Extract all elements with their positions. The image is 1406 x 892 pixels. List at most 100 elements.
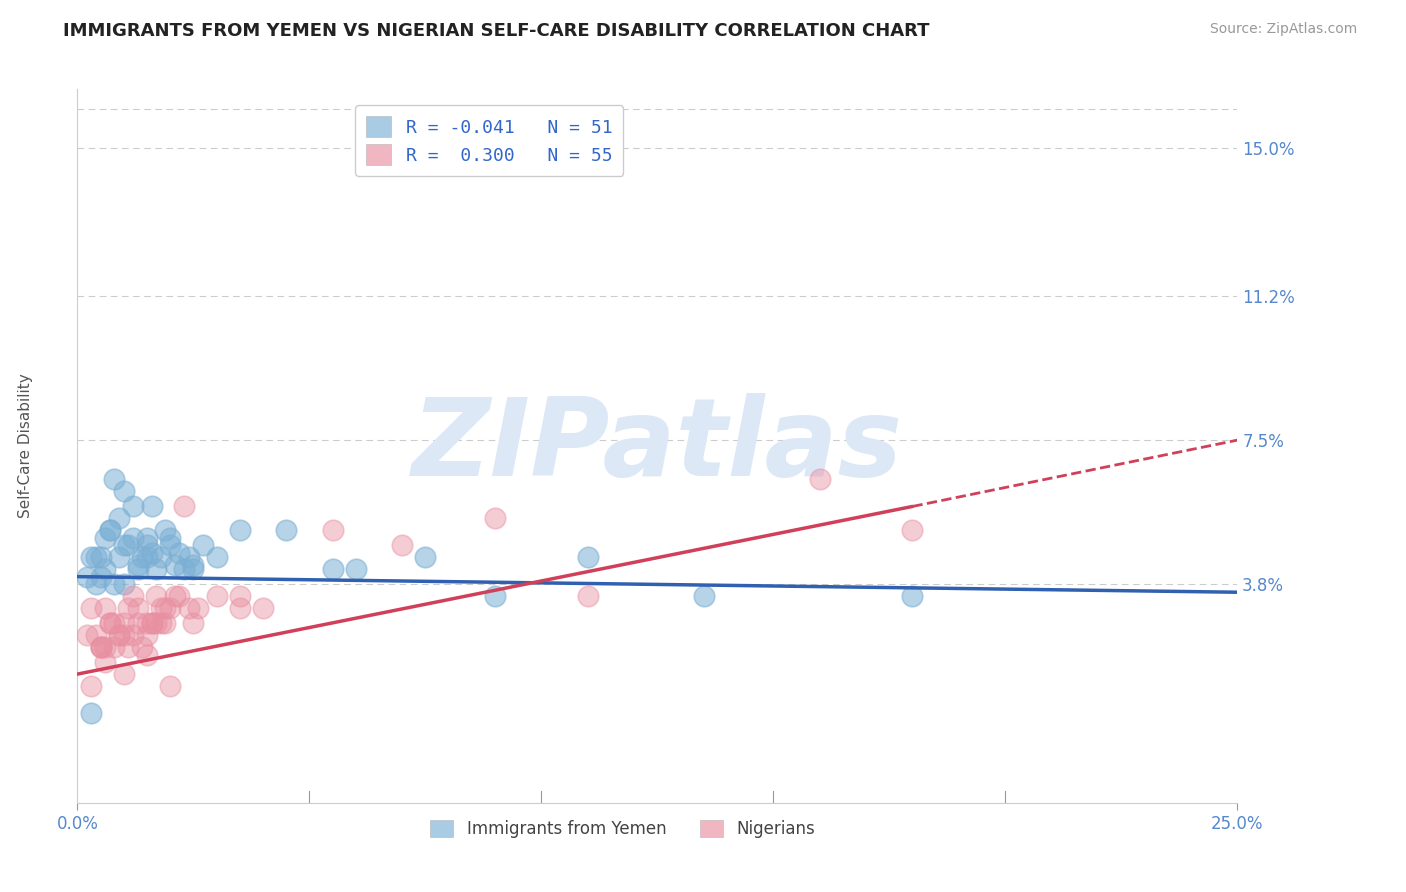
Point [108,628,131,642]
Point [122,500,145,514]
Point [484,589,506,603]
Point [127,600,149,615]
Point [159,538,181,552]
Point [108,511,131,525]
Point [94,600,117,615]
Point [159,679,181,693]
Point [122,628,145,642]
Point [276,523,298,537]
Text: Source: ZipAtlas.com: Source: ZipAtlas.com [1209,22,1357,37]
Point [159,531,181,545]
Point [321,562,344,576]
Point [98,616,121,631]
Point [90,640,111,654]
Point [112,616,135,631]
Point [117,600,139,615]
Point [80,706,103,720]
Point [191,538,214,552]
Point [112,483,135,498]
Point [177,550,200,565]
Point [228,523,252,537]
Text: ZIPatlas: ZIPatlas [412,393,903,499]
Text: Self-Care Disability: Self-Care Disability [18,374,32,518]
Point [112,538,135,552]
Point [136,550,159,565]
Point [145,562,167,576]
Point [136,538,159,552]
Point [98,523,121,537]
Point [90,550,111,565]
Point [159,600,181,615]
Point [693,589,716,603]
Point [145,589,167,603]
Point [136,628,159,642]
Point [112,628,135,642]
Point [149,550,172,565]
Point [173,500,195,514]
Point [112,577,135,591]
Point [84,550,107,565]
Point [103,616,125,631]
Point [98,616,121,631]
Point [149,616,172,631]
Point [94,656,117,670]
Point [131,640,153,654]
Point [155,523,177,537]
Point [141,500,163,514]
Point [127,558,149,572]
Point [80,679,103,693]
Point [173,562,195,576]
Point [80,550,103,565]
Point [344,562,367,576]
Point [141,616,163,631]
Point [108,550,131,565]
Point [391,538,413,552]
Point [76,569,98,583]
Point [252,600,274,615]
Point [169,546,191,560]
Point [808,472,831,486]
Point [205,589,228,603]
Point [205,550,228,565]
Point [228,600,252,615]
Point [321,523,344,537]
Point [122,531,145,545]
Point [98,523,121,537]
Point [103,640,125,654]
Point [183,562,205,576]
Point [94,562,117,576]
Legend: Immigrants from Yemen, Nigerians: Immigrants from Yemen, Nigerians [423,813,821,845]
Point [145,616,167,631]
Point [122,589,145,603]
Point [177,600,200,615]
Point [576,550,599,565]
Point [84,628,107,642]
Point [117,640,139,654]
Point [90,640,111,654]
Point [90,640,111,654]
Point [131,550,153,565]
Point [76,628,98,642]
Point [84,577,107,591]
Point [149,600,172,615]
Point [413,550,436,565]
Text: IMMIGRANTS FROM YEMEN VS NIGERIAN SELF-CARE DISABILITY CORRELATION CHART: IMMIGRANTS FROM YEMEN VS NIGERIAN SELF-C… [63,22,929,40]
Point [127,616,149,631]
Point [141,616,163,631]
Point [576,589,599,603]
Point [183,616,205,631]
Point [136,616,159,631]
Point [90,569,111,583]
Point [117,538,139,552]
Point [127,562,149,576]
Point [163,558,186,572]
Point [80,600,103,615]
Point [183,558,205,572]
Point [103,577,125,591]
Point [187,600,209,615]
Point [141,546,163,560]
Point [112,667,135,681]
Point [136,648,159,662]
Point [155,616,177,631]
Point [108,628,131,642]
